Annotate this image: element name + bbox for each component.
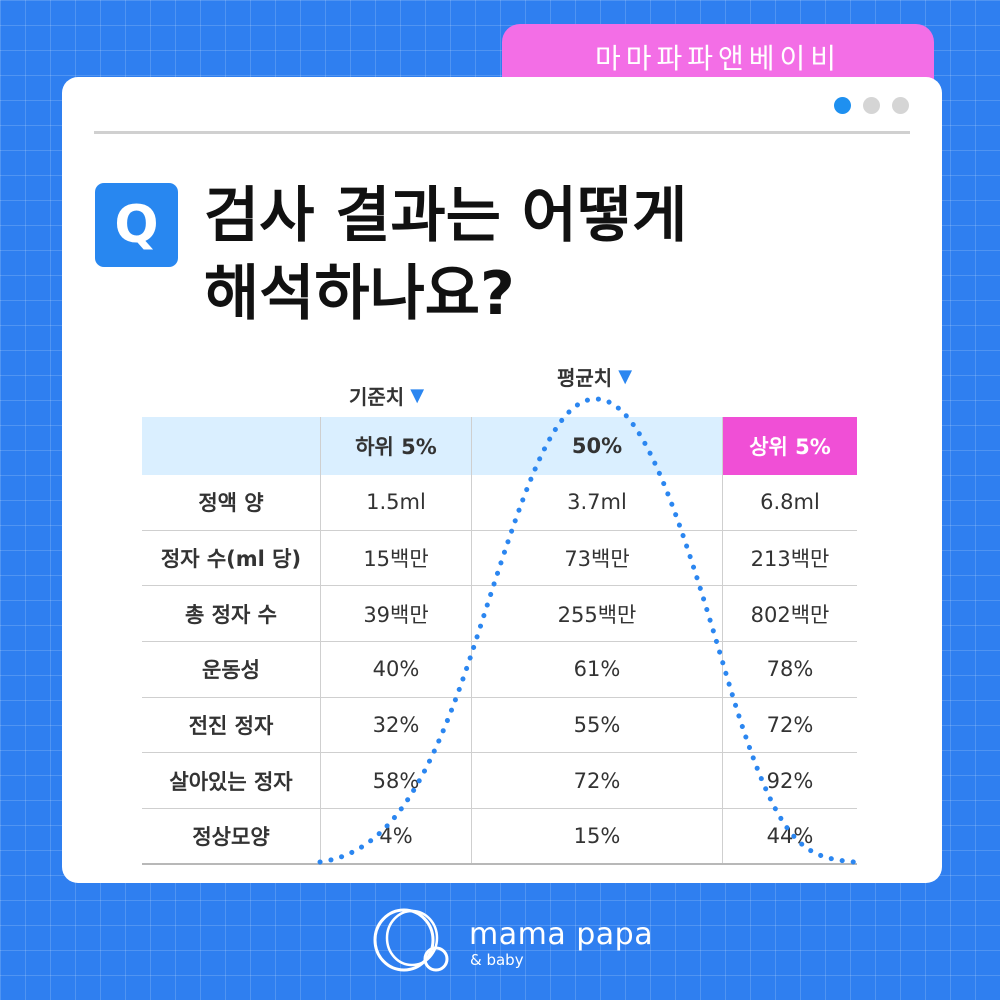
header-cell-median: 50%	[471, 417, 722, 475]
table-cell: 78%	[722, 642, 857, 697]
table-cell: 72%	[722, 697, 857, 753]
table-cell: 44%	[722, 809, 857, 863]
table-cell: 32%	[320, 697, 471, 753]
reference-label-text: 기준치	[349, 385, 405, 409]
table-cell: 1.5ml	[320, 475, 471, 530]
row-label: 정상모양	[192, 824, 270, 849]
table-cell: 39백만	[320, 586, 471, 642]
table-cell: 58%	[320, 753, 471, 809]
header-cell-upper-5: 상위 5%	[722, 417, 857, 475]
table-cell: 4%	[320, 809, 471, 863]
table-cell: 73백만	[471, 530, 722, 586]
page-dot-active	[834, 97, 851, 114]
table-header-row: 하위 5% 50% 상위 5%	[142, 417, 857, 475]
table-cell: 92%	[722, 753, 857, 809]
table-cell: 3.7ml	[471, 475, 722, 530]
title-line-1: 검사 결과는 어떻게	[204, 181, 688, 251]
row-label: 운동성	[202, 658, 260, 683]
table-row: 살아있는 정자 58% 72% 92%	[142, 753, 857, 810]
table-cell: 802백만	[722, 586, 857, 642]
row-label: 정자 수(ml 당)	[160, 547, 302, 572]
logo-icon	[373, 908, 449, 972]
row-label: 전진 정자	[188, 714, 274, 739]
table-row: 정액 양 1.5ml 3.7ml 6.8ml	[142, 475, 857, 531]
table-cell: 6.8ml	[722, 475, 857, 530]
content-card: Q 검사 결과는 어떻게 해석하나요? 기준치 ▼ 평균치 ▼ 하위 5% 50…	[62, 77, 942, 883]
brand-name: 마마파파앤베이비	[594, 42, 842, 75]
average-label: 평균치 ▼	[557, 362, 632, 391]
results-table: 하위 5% 50% 상위 5% 정액 양 1.5ml 3.7ml 6.8ml 정…	[142, 417, 857, 865]
table-cell: 55%	[471, 697, 722, 753]
table-row: 정상모양 4% 15% 44%	[142, 809, 857, 865]
row-label: 총 정자 수	[185, 602, 277, 627]
table-cell: 213백만	[722, 530, 857, 586]
page-dot	[892, 97, 909, 114]
page-indicator	[834, 97, 909, 114]
reference-label: 기준치 ▼	[349, 381, 424, 410]
table-cell: 40%	[320, 642, 471, 697]
average-label-text: 평균치	[557, 366, 613, 390]
table-cell: 61%	[471, 642, 722, 697]
row-label: 정액 양	[198, 491, 264, 516]
logo-text: mama papa	[469, 917, 654, 952]
table-row: 총 정자 수 39백만 255백만 802백만	[142, 586, 857, 643]
table-row: 운동성 40% 61% 78%	[142, 642, 857, 698]
table-cell: 15백만	[320, 530, 471, 586]
page-dot	[863, 97, 880, 114]
row-label: 살아있는 정자	[169, 769, 293, 794]
divider	[94, 131, 910, 134]
table-cell: 72%	[471, 753, 722, 809]
down-triangle-icon: ▼	[618, 366, 633, 387]
table-row: 전진 정자 32% 55% 72%	[142, 697, 857, 754]
table-row: 정자 수(ml 당) 15백만 73백만 213백만	[142, 530, 857, 587]
header-cell-lower-5: 하위 5%	[320, 417, 471, 475]
logo-subtext: & baby	[470, 951, 524, 969]
table-cell: 15%	[471, 809, 722, 863]
table-cell: 255백만	[471, 586, 722, 642]
page-title: 검사 결과는 어떻게 해석하나요?	[204, 177, 687, 333]
down-triangle-icon: ▼	[410, 385, 425, 406]
header-cell	[142, 417, 320, 475]
question-badge: Q	[95, 183, 178, 267]
title-line-2: 해석하나요?	[204, 259, 515, 329]
